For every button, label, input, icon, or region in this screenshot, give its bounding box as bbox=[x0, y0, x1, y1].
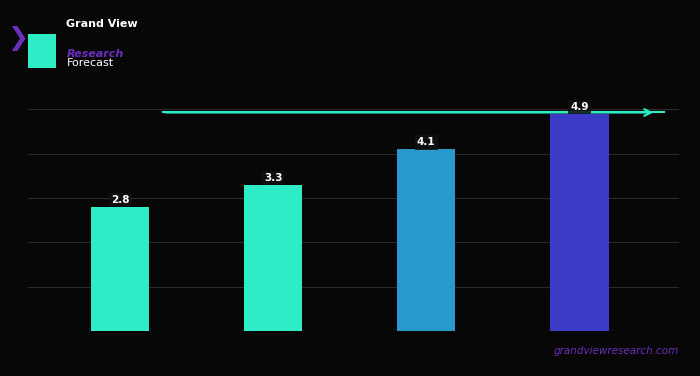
Text: Grand View: Grand View bbox=[66, 19, 138, 29]
Bar bbox=[550, 114, 608, 331]
Text: ❯: ❯ bbox=[7, 26, 28, 51]
Bar bbox=[397, 149, 456, 331]
Text: Forecast: Forecast bbox=[66, 58, 113, 68]
Text: grandviewresearch.com: grandviewresearch.com bbox=[554, 346, 679, 356]
Bar bbox=[91, 207, 149, 331]
Text: 4.1: 4.1 bbox=[417, 137, 435, 147]
Bar bbox=[244, 185, 302, 331]
Text: 2.8: 2.8 bbox=[111, 195, 130, 205]
Text: Research: Research bbox=[66, 49, 124, 59]
Text: 4.9: 4.9 bbox=[570, 102, 589, 112]
Text: 3.3: 3.3 bbox=[264, 173, 282, 183]
